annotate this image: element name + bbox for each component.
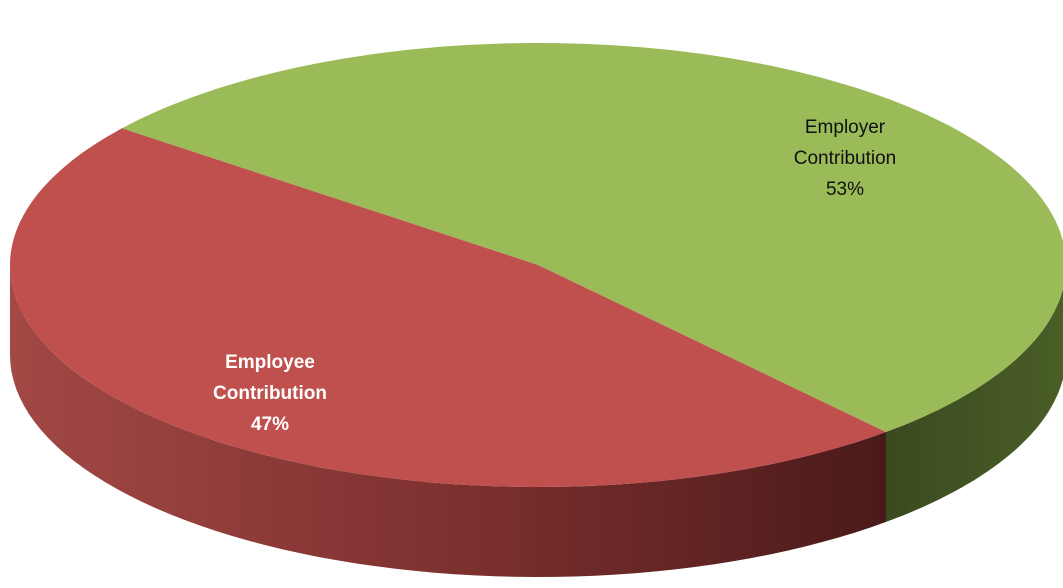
- data-label-line: Employer: [805, 117, 886, 138]
- data-label-employer-contribution: Employer Contribution 53%: [794, 117, 896, 200]
- data-label-line: Contribution: [213, 383, 327, 404]
- pie-slice-side-employee-contribution: [10, 265, 886, 577]
- data-label-line: 53%: [826, 179, 864, 200]
- data-label-line: 47%: [251, 414, 289, 435]
- pie-slice-employer-contribution: [121, 43, 1063, 432]
- data-label-line: Contribution: [794, 148, 896, 169]
- data-label-employee-contribution: Employee Contribution 47%: [213, 352, 327, 435]
- pie-slice-side-employer-contribution: [885, 288, 1063, 522]
- pie-slice-employee-contribution: [10, 128, 886, 488]
- data-label-line: Employee: [225, 352, 315, 373]
